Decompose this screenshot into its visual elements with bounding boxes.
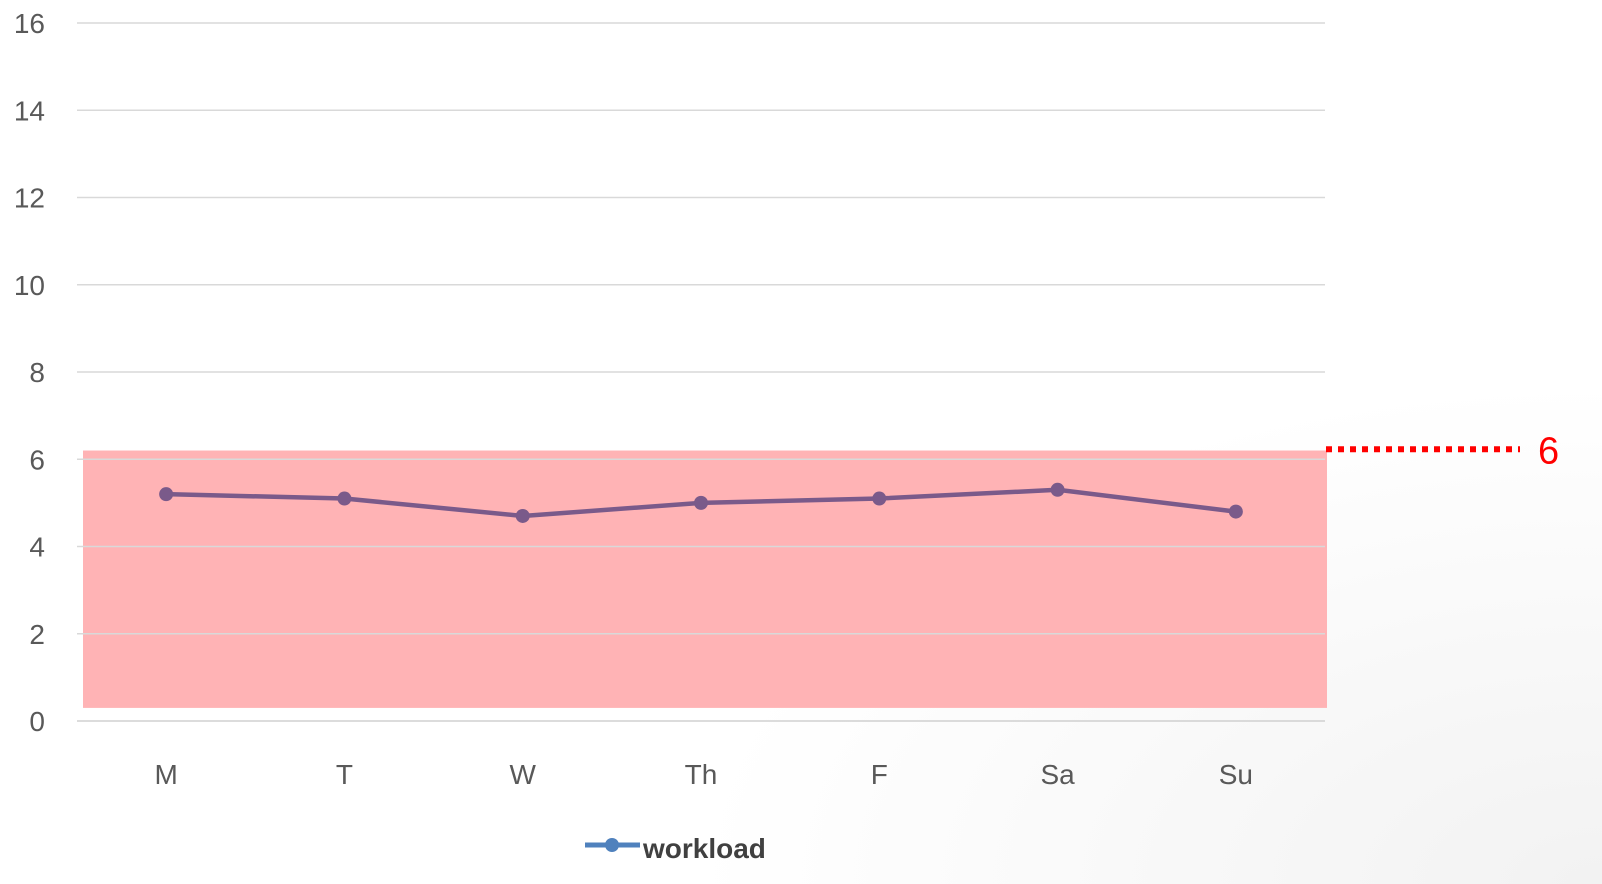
threshold-label: 6	[1538, 430, 1559, 472]
data-point	[515, 508, 530, 523]
x-tick-label: Th	[685, 759, 718, 790]
y-tick-label: 14	[14, 95, 45, 126]
x-tick-label: T	[336, 759, 353, 790]
x-tick-label: Sa	[1040, 759, 1075, 790]
y-tick-label: 10	[14, 270, 45, 301]
data-point	[1050, 482, 1065, 497]
x-tick-label: F	[871, 759, 888, 790]
y-axis-ticks: 0 2 4 6 8 10 12 14 16	[14, 8, 45, 737]
y-tick-label: 0	[29, 706, 45, 737]
shaded-band	[83, 450, 1327, 708]
data-point	[1228, 504, 1243, 519]
x-tick-label: M	[154, 759, 177, 790]
y-tick-label: 8	[29, 357, 45, 388]
legend-label-workload: workload	[642, 833, 766, 864]
legend-marker-swatch	[605, 838, 619, 852]
gridlines	[77, 22, 1325, 722]
x-tick-label: W	[509, 759, 536, 790]
data-point	[159, 487, 174, 502]
y-tick-label: 6	[29, 444, 45, 475]
x-tick-label: Su	[1219, 759, 1253, 790]
data-point	[872, 491, 887, 506]
y-tick-label: 16	[14, 8, 45, 39]
y-tick-label: 12	[14, 183, 45, 214]
data-point	[337, 491, 352, 506]
data-point	[694, 495, 708, 510]
y-tick-label: 2	[29, 619, 45, 650]
x-axis-ticks: M T W Th F Sa Su	[154, 759, 1253, 790]
workload-series-points	[159, 482, 1243, 523]
legend: workload	[585, 833, 766, 864]
y-tick-label: 4	[29, 532, 45, 563]
